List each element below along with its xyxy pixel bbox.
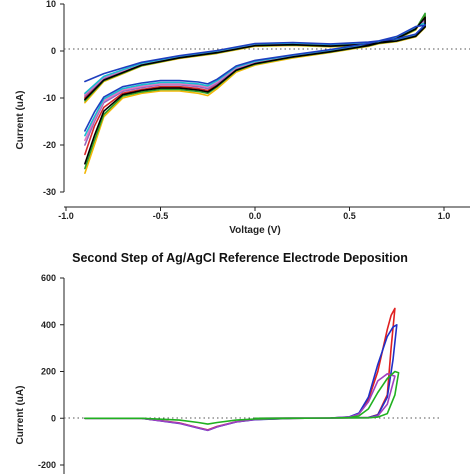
x-tick-label: 0.5 (343, 211, 356, 221)
series-line-8 (84, 23, 426, 132)
deposition-chart-bottom: Second Step of Ag/AgCl Reference Electro… (15, 251, 440, 474)
x-axis-label: Voltage (V) (229, 225, 280, 236)
series-line-1 (84, 307, 396, 431)
y-tick-label: 0 (51, 413, 56, 423)
series-line-5 (84, 21, 426, 142)
y-tick-label: 10 (46, 0, 56, 9)
x-tick-label: -0.5 (153, 211, 169, 221)
series-line-4 (84, 370, 400, 425)
series-line-1 (84, 15, 426, 174)
x-tick-label: 0.0 (249, 211, 262, 221)
y-tick-group: 600 400 200 0 -200 (38, 273, 64, 470)
series-line-6 (84, 21, 426, 137)
y-tick-label: -20 (43, 140, 56, 150)
x-tick-group: -1.0 -0.5 0.0 0.5 1.0 (58, 207, 450, 221)
series-line-2 (84, 323, 398, 432)
series-group (84, 307, 400, 432)
series-group (84, 12, 426, 174)
y-tick-label: -30 (43, 187, 56, 197)
cv-chart-top: 10 0 -10 -20 -30 -1.0 -0.5 0.0 0.5 1.0 Current (… (15, 0, 470, 236)
chart-title: Second Step of Ag/AgCl Reference Electro… (72, 251, 408, 265)
series-line-3 (84, 372, 396, 432)
y-tick-label: 0 (51, 46, 56, 56)
series-line-7 (84, 16, 426, 165)
y-axis-label: Current (uA) (15, 91, 26, 150)
y-tick-label: 600 (41, 273, 56, 283)
y-tick-label: -200 (38, 460, 56, 470)
x-tick-label: 1.0 (438, 211, 451, 221)
y-tick-label: 400 (41, 320, 56, 330)
y-tick-label: 200 (41, 367, 56, 377)
y-tick-group: 10 0 -10 -20 -30 (43, 0, 64, 197)
x-tick-label: -1.0 (58, 211, 74, 221)
y-axis-label: Current (uA) (15, 386, 26, 445)
y-tick-label: -10 (43, 93, 56, 103)
series-line-4 (84, 19, 426, 146)
